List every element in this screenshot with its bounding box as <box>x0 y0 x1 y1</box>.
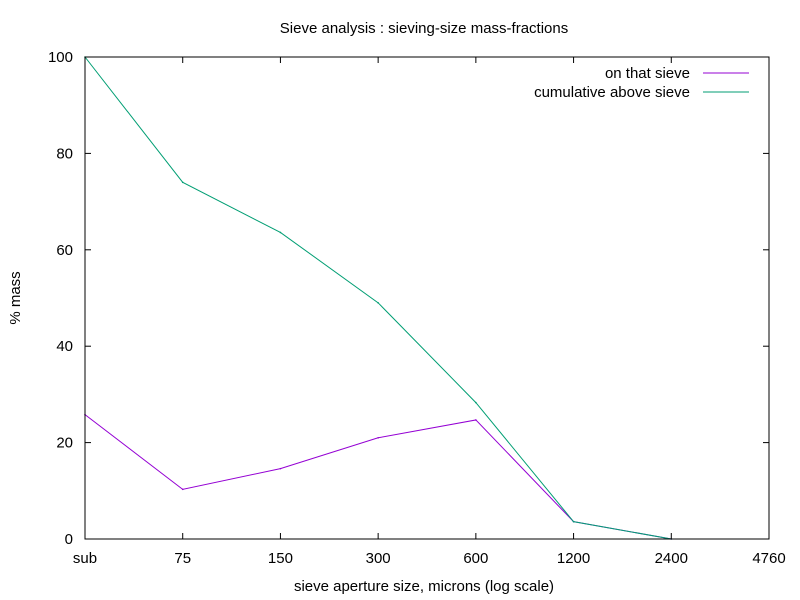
x-tick-label: 75 <box>174 550 191 567</box>
x-tick-label: 2400 <box>655 550 688 567</box>
data-point-series-0 <box>279 467 282 470</box>
x-tick-label: 150 <box>268 550 293 567</box>
data-point-series-1 <box>377 302 379 304</box>
plot-frame <box>84 56 770 540</box>
y-tick-label: 0 <box>65 531 73 548</box>
y-axis-label: % mass <box>7 271 24 324</box>
x-tick-label: 300 <box>366 550 391 567</box>
legend: on that sieve cumulative above sieve <box>534 65 749 101</box>
legend-label: cumulative above sieve <box>534 84 690 101</box>
x-tick-label: sub <box>73 550 97 567</box>
x-tick-label: 600 <box>463 550 488 567</box>
x-tick-label: 1200 <box>557 550 590 567</box>
data-point-series-1 <box>181 181 184 184</box>
axes-layer <box>84 56 770 540</box>
data-point-series-0 <box>377 436 379 439</box>
chart-title: Sieve analysis : sieving-size mass-fract… <box>280 20 568 37</box>
data-point-series-1 <box>475 401 477 404</box>
y-tick-label: 60 <box>56 242 73 259</box>
data-point-series-1 <box>279 231 282 234</box>
y-tick-label: 40 <box>56 338 73 355</box>
x-axis-label: sieve aperture size, microns (log scale) <box>294 578 554 595</box>
ticks-layer: 0 20 40 60 80 100 sub 75 150 300 600 1200 2400 4760 <box>48 49 786 567</box>
legend-label: on that sieve <box>605 65 690 82</box>
y-tick-label: 80 <box>56 145 73 162</box>
x-tick-label: 4760 <box>752 550 785 567</box>
data-point-series-0 <box>475 419 477 421</box>
data-point-series-0 <box>181 488 184 491</box>
data-point-series-1 <box>572 520 575 523</box>
y-tick-label: 20 <box>56 435 73 452</box>
y-tick-label: 100 <box>48 49 73 66</box>
series-layer <box>84 56 673 540</box>
